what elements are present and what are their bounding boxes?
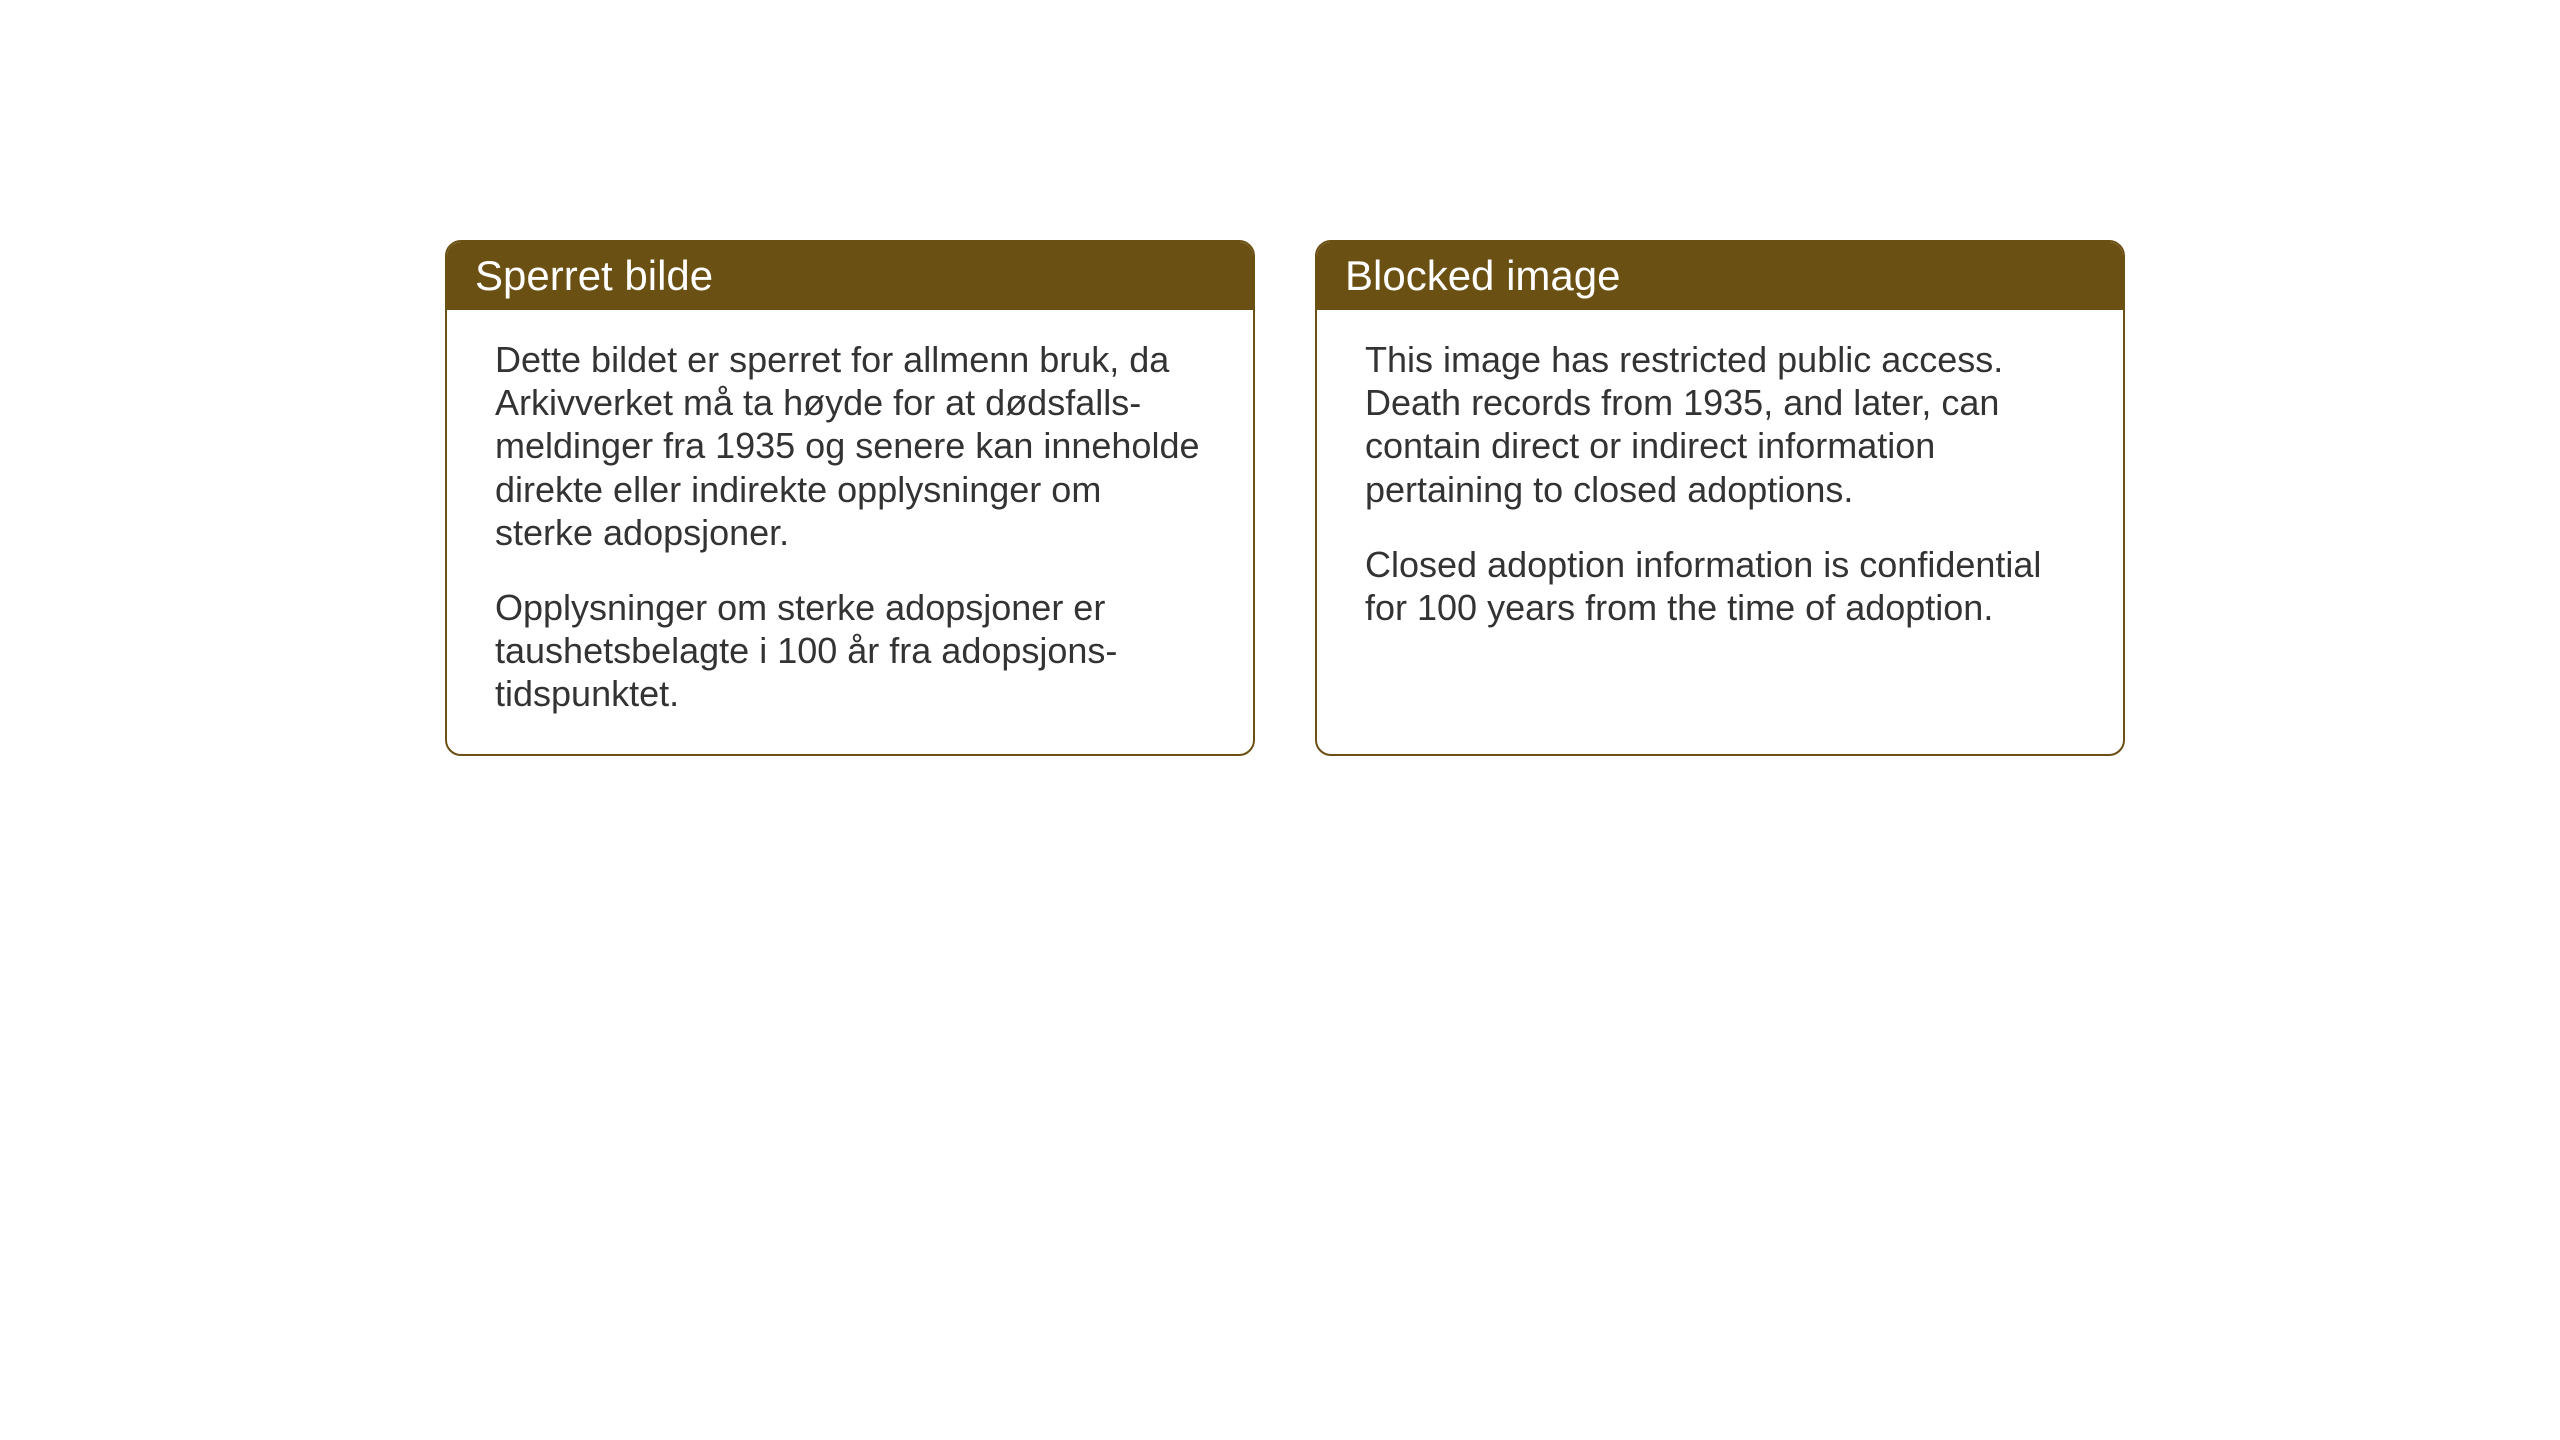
english-card-body: This image has restricted public access.…	[1317, 310, 2123, 667]
english-card-title: Blocked image	[1345, 252, 1620, 299]
norwegian-card-header: Sperret bilde	[447, 242, 1253, 310]
cards-container: Sperret bilde Dette bildet er sperret fo…	[445, 240, 2125, 756]
norwegian-card-title: Sperret bilde	[475, 252, 713, 299]
norwegian-paragraph-1: Dette bildet er sperret for allmenn bruk…	[495, 338, 1205, 554]
english-card-header: Blocked image	[1317, 242, 2123, 310]
english-paragraph-1: This image has restricted public access.…	[1365, 338, 2075, 511]
norwegian-card-body: Dette bildet er sperret for allmenn bruk…	[447, 310, 1253, 754]
english-notice-card: Blocked image This image has restricted …	[1315, 240, 2125, 756]
english-paragraph-2: Closed adoption information is confident…	[1365, 543, 2075, 629]
norwegian-paragraph-2: Opplysninger om sterke adopsjoner er tau…	[495, 586, 1205, 716]
norwegian-notice-card: Sperret bilde Dette bildet er sperret fo…	[445, 240, 1255, 756]
